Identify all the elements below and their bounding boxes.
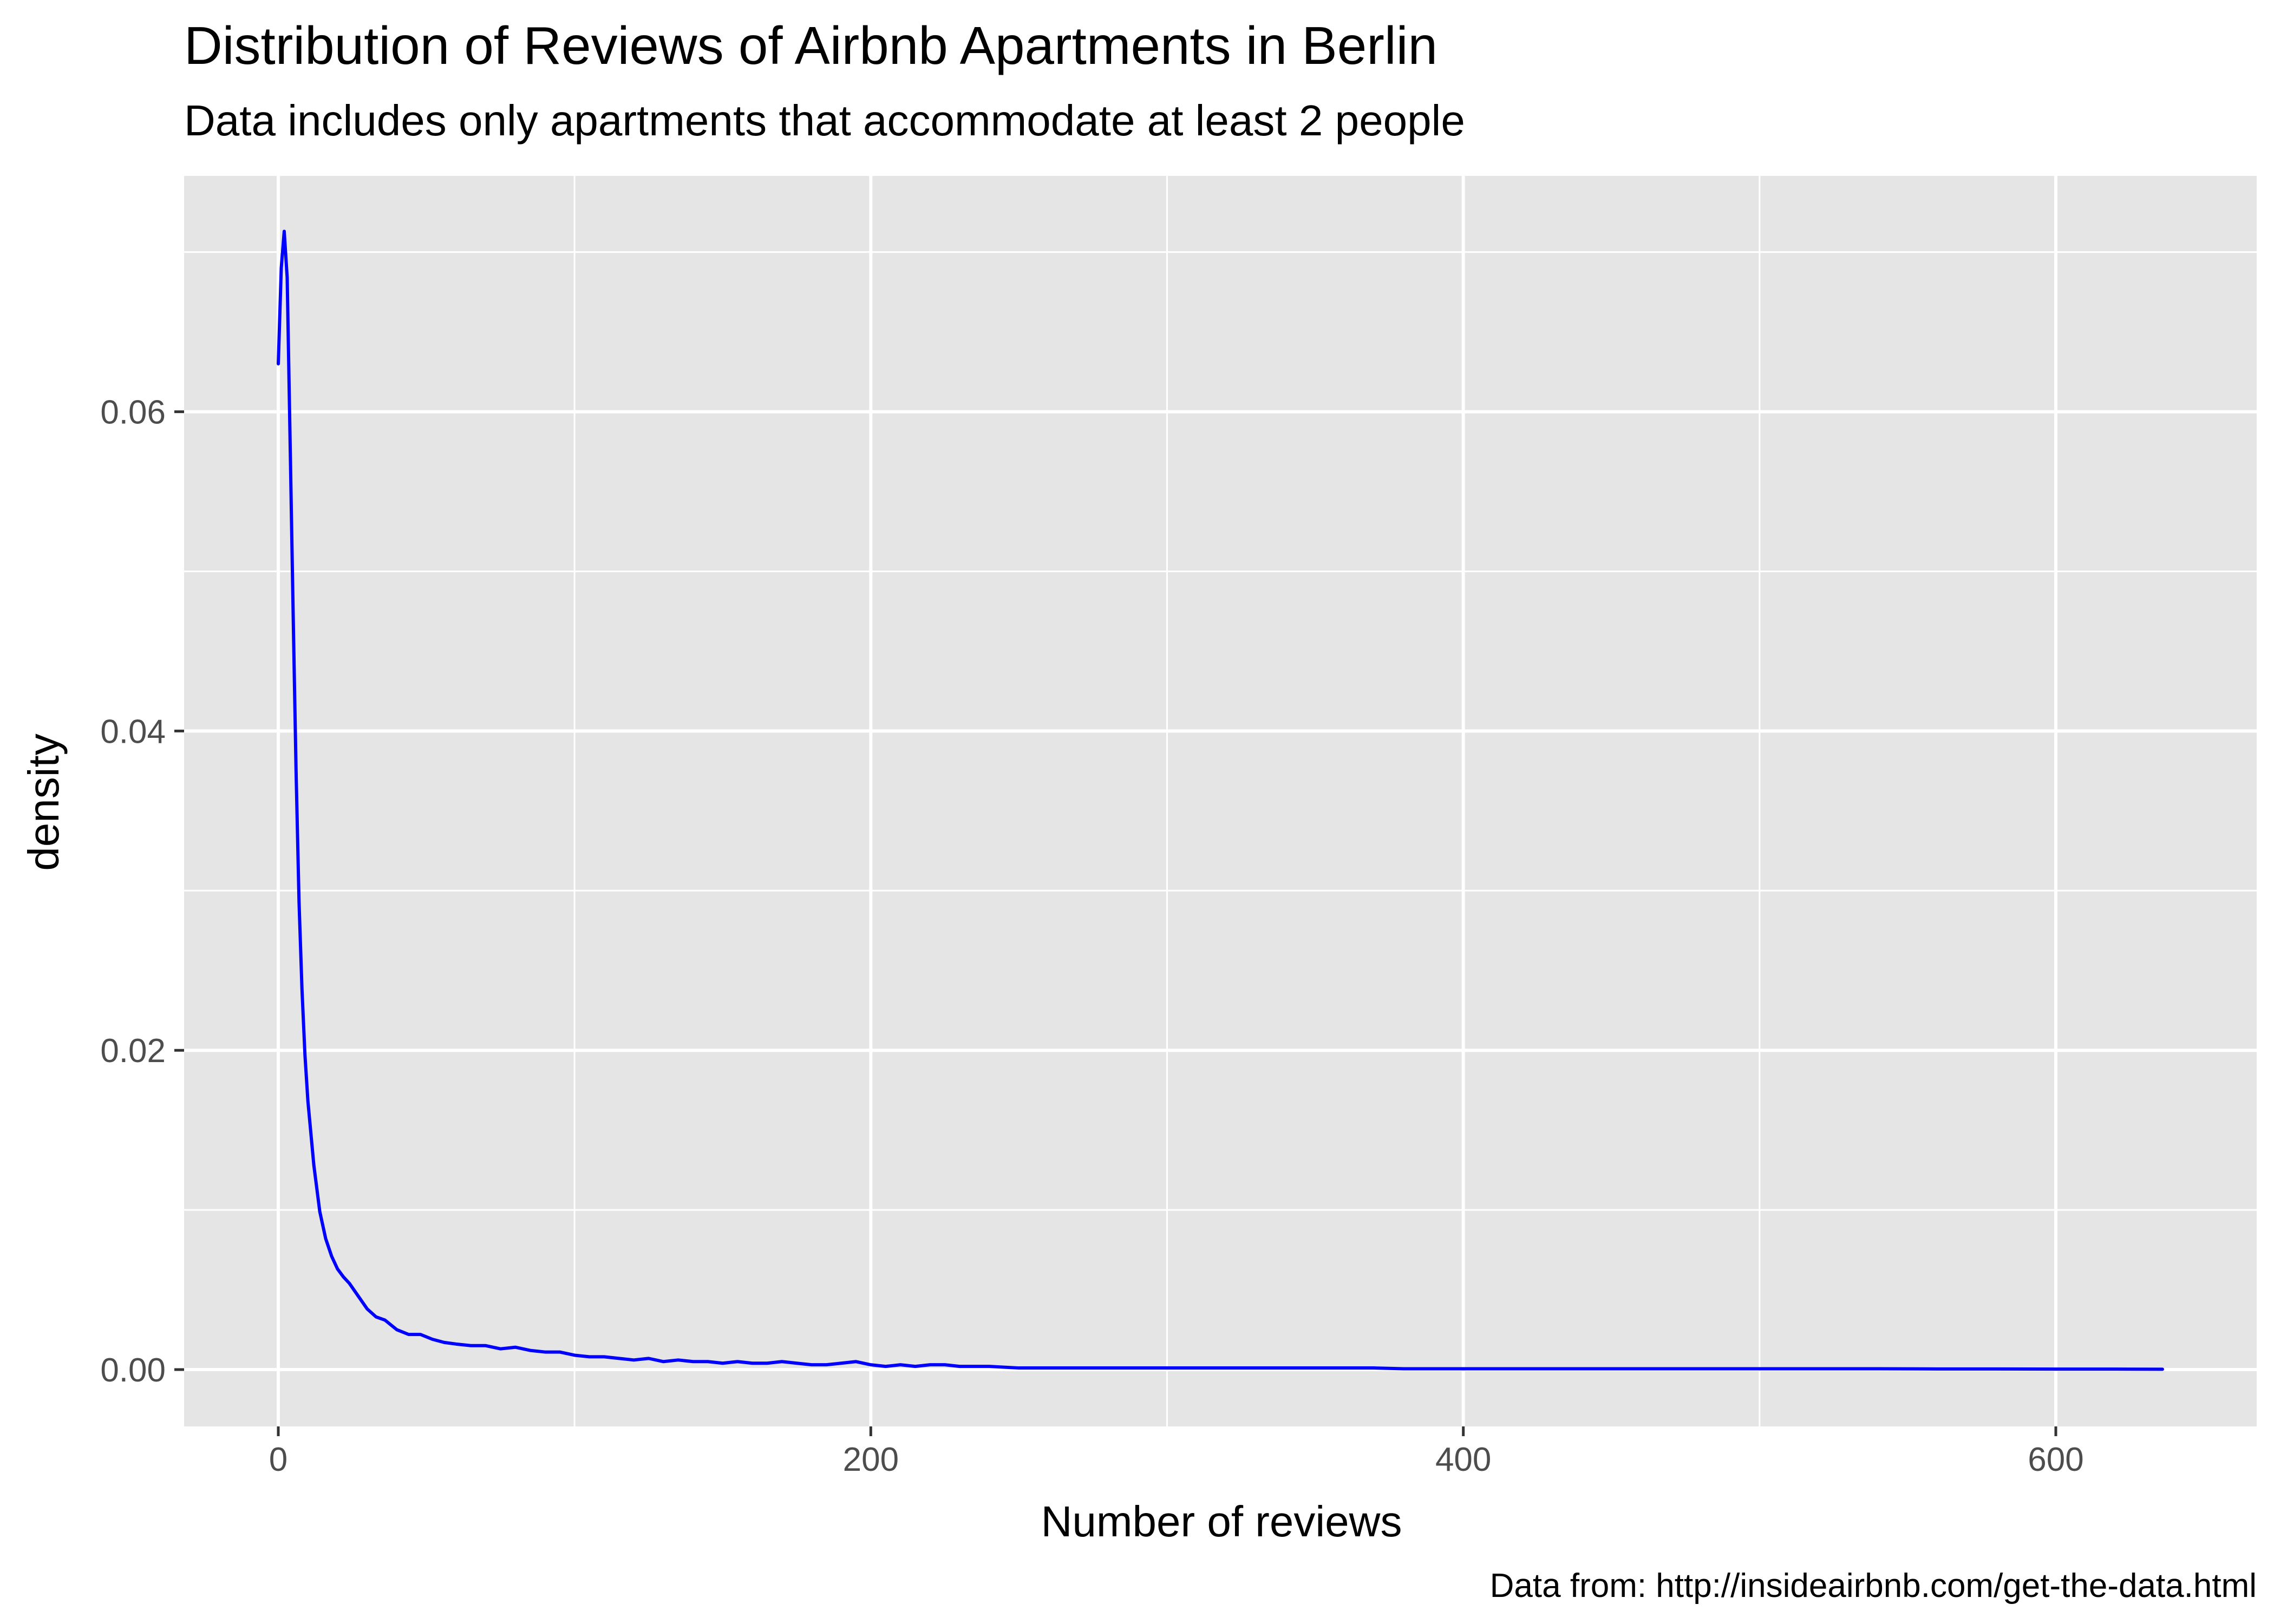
x-tick-label: 0 [269,1441,287,1478]
x-tick-label: 200 [843,1441,899,1478]
y-tick-label: 0.00 [100,1352,166,1389]
y-axis-title: density [19,734,68,870]
x-axis-title: Number of reviews [1041,1497,1402,1546]
y-tick-label: 0.02 [100,1032,166,1070]
density-series [277,230,2164,1371]
plot-panel [184,176,2257,1426]
density-line [277,230,2164,1371]
y-tick-label: 0.06 [100,394,166,431]
chart-title: Distribution of Reviews of Airbnb Apartm… [184,16,1437,75]
x-tick-label: 400 [1435,1441,1491,1478]
y-axis: 0.00 0.02 0.04 0.06 [100,394,184,1389]
chart-subtitle: Data includes only apartments that accom… [184,96,1465,145]
y-tick-label: 0.04 [100,713,166,750]
x-tick-label: 600 [2028,1441,2083,1478]
x-axis: 0 200 400 600 [269,1426,2084,1478]
minor-gridlines [184,176,2257,1426]
chart-caption: Data from: http://insideairbnb.com/get-t… [1490,1567,2257,1605]
